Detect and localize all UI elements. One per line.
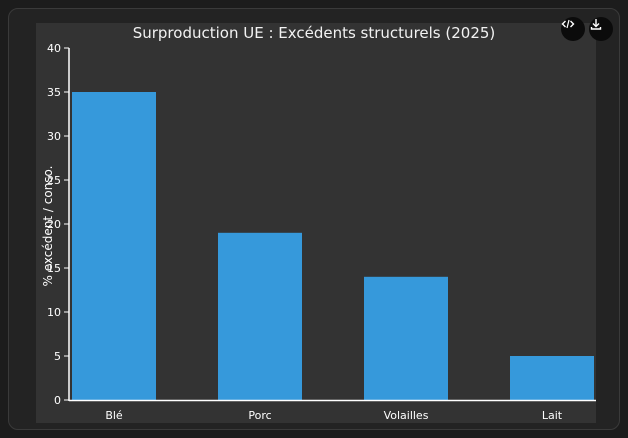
bar-1 <box>72 92 156 400</box>
y-tick-label: 20 <box>47 218 61 231</box>
y-tick-label: 0 <box>54 394 61 407</box>
y-tick-label: 15 <box>47 262 61 275</box>
x-tick-label: Blé <box>105 409 123 422</box>
code-icon <box>561 19 575 29</box>
bar-2 <box>218 232 302 400</box>
view-code-button[interactable] <box>561 17 585 41</box>
y-axis-label: % excédent / conso. <box>41 166 55 287</box>
y-tick-label: 40 <box>47 42 61 55</box>
y-tick-label: 5 <box>54 350 61 363</box>
y-tick-label: 30 <box>47 130 61 143</box>
y-tick-label: 25 <box>47 174 61 187</box>
axes-group: Blé Porc Volailles Lait 0 5 10 15 20 25 30 35 40 <box>47 42 596 422</box>
x-tick-label: Volailles <box>384 409 429 422</box>
download-icon <box>590 19 602 30</box>
chart-title: Surproduction UE : Excédents structurels… <box>133 24 496 42</box>
bars-group <box>72 92 594 400</box>
download-button[interactable] <box>589 17 613 41</box>
x-tick-label: Porc <box>248 409 271 422</box>
bar-4 <box>510 356 594 400</box>
x-tick-label: Lait <box>542 409 563 422</box>
y-tick-label: 10 <box>47 306 61 319</box>
bar-3 <box>364 276 448 400</box>
y-tick-label: 35 <box>47 86 61 99</box>
